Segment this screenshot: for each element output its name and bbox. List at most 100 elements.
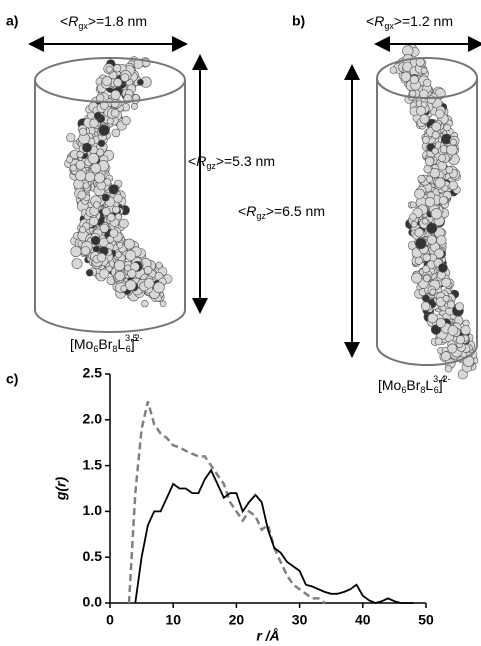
atom (75, 170, 87, 182)
atom (71, 258, 83, 269)
text-part: [Mo (70, 336, 94, 352)
rgx-label: <Rgx>=1.8 nm (60, 13, 147, 32)
atom (460, 324, 471, 335)
text-part: 6 (434, 385, 439, 395)
atom (101, 207, 111, 216)
atom (114, 259, 126, 271)
atom (136, 78, 144, 86)
atom (448, 180, 458, 191)
text-part: 8 (112, 344, 117, 354)
atom (414, 188, 425, 200)
atom (425, 175, 434, 183)
atom (409, 201, 417, 209)
atom (90, 235, 101, 246)
atom (78, 127, 88, 136)
atom (113, 193, 123, 203)
y-tick-label: 2.0 (83, 411, 103, 427)
text-part: 6 (126, 344, 131, 354)
atom (414, 256, 424, 265)
atom (414, 227, 424, 238)
text-part: ] (131, 336, 135, 352)
atom (125, 279, 137, 291)
y-tick-label: 0.0 (83, 594, 103, 610)
atom (112, 205, 120, 214)
text-part: [Mo (378, 377, 402, 393)
atom (411, 272, 423, 284)
atom (424, 196, 436, 208)
atom (421, 217, 429, 225)
text-part: 3,5 (125, 333, 138, 343)
atom (124, 264, 132, 272)
atom (423, 165, 432, 174)
y-axis-label: g(r) (53, 477, 69, 502)
atom (97, 139, 106, 148)
rgx-label: <Rgx>=1.2 nm (366, 13, 453, 32)
atom (431, 121, 442, 132)
cylinder-b (376, 57, 478, 366)
formula: [Mo6Br8L3,5 6]2- (70, 333, 143, 354)
atom (143, 266, 153, 275)
atom (438, 154, 447, 162)
atom (119, 218, 129, 229)
atom (429, 168, 441, 179)
atom (447, 343, 458, 354)
x-tick-label: 50 (418, 612, 434, 628)
atom (75, 160, 86, 170)
text-part: 6 (93, 344, 98, 354)
atom (82, 182, 90, 189)
atom (92, 201, 101, 209)
atom (455, 302, 464, 311)
x-tick-label: 40 (355, 612, 371, 628)
text-part: 2- (135, 333, 143, 343)
atom (125, 249, 137, 261)
atom (431, 131, 440, 140)
atom (442, 294, 450, 302)
data-line (134, 468, 414, 604)
atom (94, 172, 105, 184)
atom (430, 324, 442, 335)
text-part: 6 (401, 385, 406, 395)
atom (109, 228, 119, 238)
atom (130, 102, 138, 110)
text-part: gz (206, 161, 216, 171)
atom (389, 66, 397, 74)
chart: 0.0 0.5 1.0 1.5 2.0 2.5 0 10 20 30 40 50 r /Å g(r) (53, 365, 434, 644)
atom (66, 156, 74, 164)
atom (440, 351, 451, 362)
atom (99, 223, 109, 233)
x-tick-label: 20 (229, 612, 245, 628)
atom (409, 213, 417, 221)
atom (99, 268, 110, 279)
atom (422, 274, 431, 283)
atom (443, 123, 451, 132)
atom (87, 152, 99, 165)
x-tick-label: 10 (165, 612, 181, 628)
text-part: >=5.3 nm (216, 153, 275, 169)
atom (410, 220, 418, 228)
atom (435, 317, 446, 328)
atom (108, 184, 119, 195)
atom (110, 99, 120, 108)
text-part: Br (406, 377, 420, 393)
panel-label: b) (292, 13, 305, 29)
atom (105, 65, 113, 73)
atom (82, 142, 92, 153)
atom (102, 76, 112, 86)
y-tick-label: 1.5 (83, 456, 103, 472)
text-part: < (238, 203, 246, 219)
atom (113, 64, 122, 73)
atom (79, 226, 87, 234)
text-part: ] (439, 377, 443, 393)
atom (420, 67, 428, 74)
atom (120, 73, 130, 82)
arrows (28, 36, 481, 358)
text-part: L (425, 377, 433, 393)
atom (423, 78, 432, 87)
atom (70, 246, 82, 258)
atom (415, 57, 425, 67)
atom (66, 133, 76, 143)
text-part: R (374, 13, 384, 29)
atom (415, 237, 427, 250)
text-part: gx (384, 21, 394, 31)
